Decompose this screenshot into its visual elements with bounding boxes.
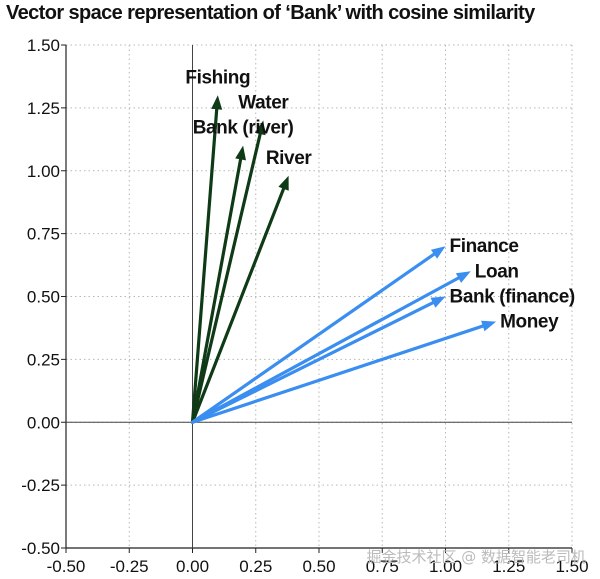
arrowhead-money xyxy=(481,320,497,332)
x-tick-label: 0.25 xyxy=(239,557,272,576)
vector-loan xyxy=(190,276,461,424)
ticks: -0.50 -0.25 0.00 0.25 0.50 0.75 1.00 1.25 1.50 -0… xyxy=(21,36,588,576)
y-tick-label: -0.50 xyxy=(21,539,60,558)
watermark: 掘金技术社区 @ 数据智能老司机 xyxy=(366,548,586,566)
label-loan: Loan xyxy=(475,261,519,282)
y-tick-label: 1.50 xyxy=(27,36,60,55)
label-bank-finance: Bank (finance) xyxy=(450,287,575,308)
vector-bank-river xyxy=(190,157,243,424)
y-tick-label: 1.25 xyxy=(27,99,60,118)
x-tick-label: 0.75 xyxy=(366,557,399,576)
arrowhead-loan xyxy=(455,271,471,283)
arrowhead-finance xyxy=(430,246,446,259)
arrowhead-bank-river xyxy=(235,145,246,161)
x-tick-label: 0.00 xyxy=(176,557,209,576)
y-tick-label: 0.00 xyxy=(27,413,60,432)
x-tick-label: -0.25 xyxy=(110,557,149,576)
y-tick-label: 1.00 xyxy=(27,162,60,181)
vector-fishing xyxy=(190,107,219,424)
vector-bank-finance xyxy=(190,301,435,424)
label-money: Money xyxy=(500,312,559,333)
label-water: Water xyxy=(238,92,289,113)
x-tick-label: 1.25 xyxy=(492,557,525,576)
label-river: River xyxy=(266,148,313,169)
x-tick-label: 0.50 xyxy=(302,557,335,576)
label-bank-river: Bank (river) xyxy=(193,118,294,139)
y-tick-label: -0.25 xyxy=(21,476,60,495)
vector-labels: Fishing Water Bank (river) River Finance Loan… xyxy=(185,67,575,333)
x-tick-label: -0.50 xyxy=(47,557,86,576)
x-tick-label: 1.50 xyxy=(555,557,588,576)
arrowhead-water xyxy=(254,120,266,136)
x-tick-label: 1.00 xyxy=(429,557,462,576)
arrowhead-fishing xyxy=(211,95,223,110)
vector-money xyxy=(190,324,485,424)
y-tick-label: 0.50 xyxy=(27,288,60,307)
y-tick-label: 0.25 xyxy=(27,350,60,369)
label-fishing: Fishing xyxy=(185,67,250,88)
arrowhead-bank-finance xyxy=(430,296,446,308)
y-tick-label: 0.75 xyxy=(27,225,60,244)
vector-water xyxy=(190,132,262,424)
label-finance: Finance xyxy=(450,236,519,257)
arrowhead-river xyxy=(278,175,289,191)
chart-title: Vector space representation of ‘Bank’ wi… xyxy=(6,2,535,24)
vector-river xyxy=(190,187,286,424)
vectors xyxy=(190,95,497,424)
vector-finance xyxy=(190,252,436,424)
